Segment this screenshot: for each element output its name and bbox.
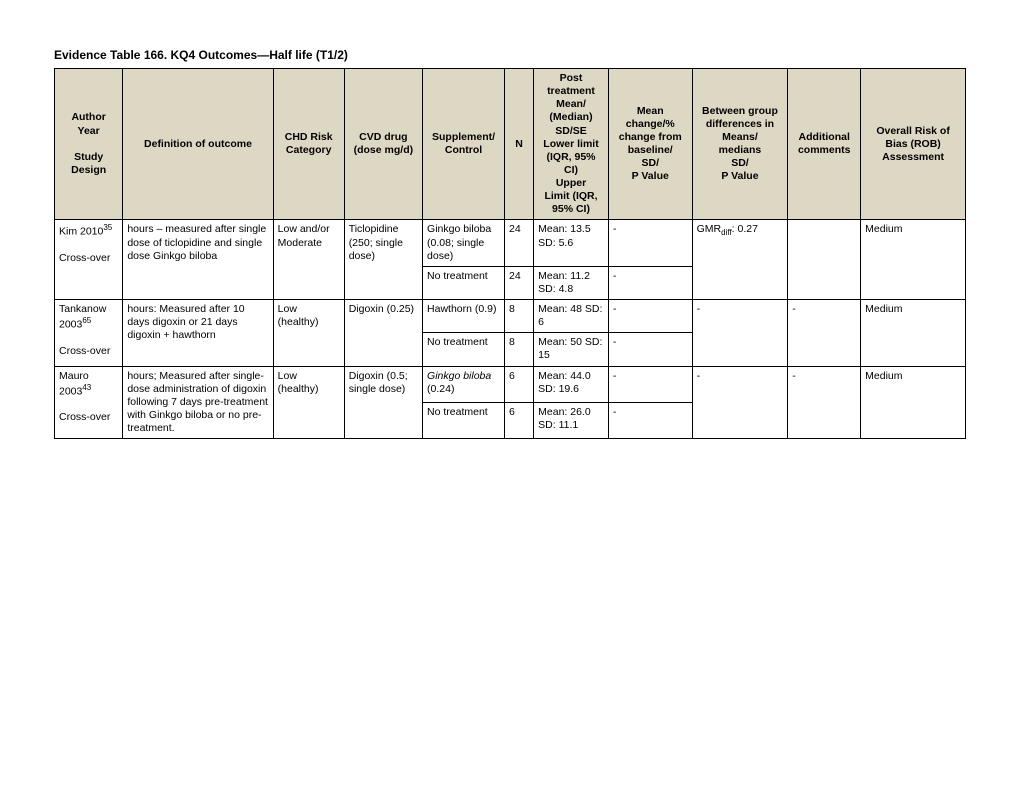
cell-author: Kim 201035 Cross-over <box>55 220 123 300</box>
cell-supp: Ginkgo biloba (0.24) <box>423 366 505 402</box>
cell-def: hours; Measured after single-dose admini… <box>123 366 273 439</box>
cell-n: 6 <box>505 402 534 438</box>
cell-supp: Hawthorn (0.9) <box>423 300 505 333</box>
col-author: AuthorYearStudy Design <box>55 69 123 220</box>
cell-post: Mean: 13.5 SD: 5.6 <box>534 220 609 266</box>
col-def: Definition of outcome <box>123 69 273 220</box>
cell-supp: No treatment <box>423 402 505 438</box>
cell-between: - <box>692 366 788 439</box>
cell-between: - <box>692 300 788 367</box>
cell-meanchg: - <box>608 333 692 366</box>
cell-chd: Low (healthy) <box>273 366 344 439</box>
cell-supp: Ginkgo biloba (0.08; single dose) <box>423 220 505 266</box>
table-header-row: AuthorYearStudy Design Definition of out… <box>55 69 966 220</box>
cell-author: Mauro 200343 Cross-over <box>55 366 123 439</box>
evidence-table: AuthorYearStudy Design Definition of out… <box>54 68 966 439</box>
cell-post: Mean: 44.0 SD: 19.6 <box>534 366 609 402</box>
cell-n: 24 <box>505 266 534 299</box>
cell-n: 8 <box>505 333 534 366</box>
cell-meanchg: - <box>608 366 692 402</box>
col-between: Between groupdifferences inMeans/medians… <box>692 69 788 220</box>
col-chd: CHD Risk Category <box>273 69 344 220</box>
cell-rob: Medium <box>861 300 966 367</box>
cell-n: 6 <box>505 366 534 402</box>
col-n: N <box>505 69 534 220</box>
cell-additional: - <box>788 300 861 367</box>
cell-post: Mean: 48 SD: 6 <box>534 300 609 333</box>
cell-meanchg: - <box>608 220 692 266</box>
table-title: Evidence Table 166. KQ4 Outcomes—Half li… <box>54 48 966 62</box>
cell-def: hours: Measured after 10 days digoxin or… <box>123 300 273 367</box>
cell-supp: No treatment <box>423 266 505 299</box>
cell-n: 8 <box>505 300 534 333</box>
col-rob: Overall Risk ofBias (ROB)Assessment <box>861 69 966 220</box>
cell-cvd: Ticlopidine (250; single dose) <box>344 220 422 300</box>
cell-meanchg: - <box>608 266 692 299</box>
cell-cvd: Digoxin (0.5; single dose) <box>344 366 422 439</box>
cell-between: GMRdiff: 0.27 <box>692 220 788 300</box>
cell-additional <box>788 220 861 300</box>
table-row: Mauro 200343 Cross-over hours; Measured … <box>55 366 966 402</box>
table-row: Kim 201035 Cross-over hours – measured a… <box>55 220 966 266</box>
cell-cvd: Digoxin (0.25) <box>344 300 422 367</box>
col-supp: Supplement/Control <box>423 69 505 220</box>
cell-chd: Low and/or Moderate <box>273 220 344 300</box>
cell-meanchg: - <box>608 402 692 438</box>
cell-chd: Low (healthy) <box>273 300 344 367</box>
cell-rob: Medium <box>861 220 966 300</box>
cell-def: hours – measured after single dose of ti… <box>123 220 273 300</box>
cell-post: Mean: 50 SD: 15 <box>534 333 609 366</box>
cell-meanchg: - <box>608 300 692 333</box>
col-cvd: CVD drug (dose mg/d) <box>344 69 422 220</box>
table-row: Tankanow 200365 Cross-over hours: Measur… <box>55 300 966 333</box>
cell-n: 24 <box>505 220 534 266</box>
cell-post: Mean: 26.0 SD: 11.1 <box>534 402 609 438</box>
cell-rob: Medium <box>861 366 966 439</box>
cell-supp: No treatment <box>423 333 505 366</box>
col-meanchg: Meanchange/%change frombaseline/SD/P Val… <box>608 69 692 220</box>
cell-post: Mean: 11.2 SD: 4.8 <box>534 266 609 299</box>
col-post: PosttreatmentMean/(Median)SD/SELower lim… <box>534 69 609 220</box>
col-additional: Additionalcomments <box>788 69 861 220</box>
cell-author: Tankanow 200365 Cross-over <box>55 300 123 367</box>
cell-additional: - <box>788 366 861 439</box>
